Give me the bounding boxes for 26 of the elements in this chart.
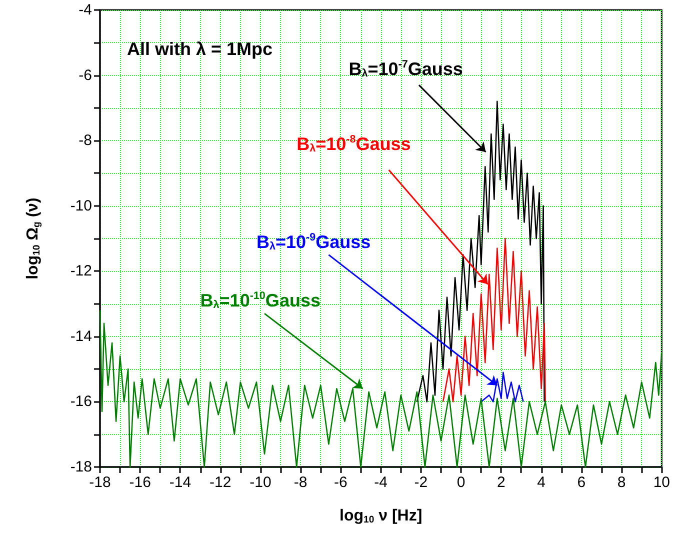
x-tick-label: 6 [577,474,586,491]
y-axis-title: log10 Ωg (ν) [24,198,42,280]
x-tick-label: -4 [374,474,388,491]
x-tick-label: -14 [169,474,192,491]
x-tick-label: 10 [653,474,670,491]
y-tick-label: -10 [70,197,92,214]
y-tick-label: -4 [78,2,92,18]
x-tick-label: -18 [89,474,111,491]
x-tick-label: -2 [414,474,428,491]
line-series [416,100,545,402]
x-tick-label: 0 [456,474,466,491]
x-tick-label: -16 [129,474,151,491]
y-tick-label: -18 [70,458,92,476]
y-tick-label: -14 [70,328,92,345]
y-tick-label: -16 [70,393,92,410]
y-tick-label: -8 [78,132,92,150]
x-tick-label: -12 [210,474,232,491]
x-tick-label: 4 [537,474,546,491]
x-tick-label: -10 [250,474,272,491]
y-tick-label: -6 [78,66,92,84]
x-tick-label: 2 [497,474,506,491]
x-tick-label: -8 [294,474,308,491]
x-tick-label: 8 [617,474,626,491]
annotation: All with λ = 1Mpc [127,39,273,59]
y-tick-label: -12 [70,262,92,280]
x-tick-label: -6 [334,474,348,491]
